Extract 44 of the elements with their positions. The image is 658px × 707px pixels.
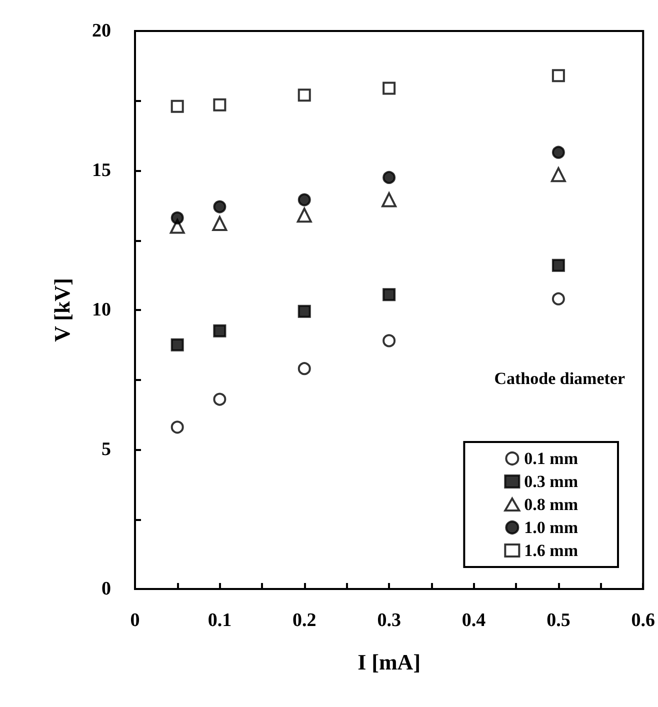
point xyxy=(212,216,228,232)
point xyxy=(170,420,184,434)
x-tick-label: 0.4 xyxy=(462,610,486,631)
legend-label: 0.8 mm xyxy=(524,495,578,514)
legend-title: Cathode diameter xyxy=(494,369,626,388)
point xyxy=(213,392,226,406)
x-tick-label: 0.1 xyxy=(208,610,232,631)
point xyxy=(170,100,184,113)
x-tick-label: 0.2 xyxy=(292,610,316,631)
point xyxy=(170,338,184,352)
point xyxy=(552,258,565,272)
legend-label: 1.0 mm xyxy=(524,518,578,537)
point xyxy=(298,304,311,318)
point xyxy=(382,82,396,95)
x-tick-label: 0.6 xyxy=(631,610,655,631)
point xyxy=(298,193,311,206)
point xyxy=(552,146,565,159)
point xyxy=(213,324,226,338)
point xyxy=(552,292,565,306)
point xyxy=(213,98,226,112)
x-axis-title: I [mA] xyxy=(358,650,421,674)
point xyxy=(298,362,311,376)
point xyxy=(550,167,566,182)
point xyxy=(170,211,184,224)
point xyxy=(382,192,397,208)
point xyxy=(382,334,396,348)
legend-label: 0.1 mm xyxy=(524,449,578,468)
point xyxy=(213,200,226,214)
legend-label: 1.6 mm xyxy=(524,541,578,560)
point xyxy=(298,88,311,102)
y-axis-title: V [kV] xyxy=(50,278,74,342)
x-tick-label: 0.5 xyxy=(546,610,570,631)
legend-label: 0.3 mm xyxy=(524,472,578,491)
point xyxy=(552,69,565,82)
y-tick-label: 5 xyxy=(102,439,111,460)
y-tick-label: 10 xyxy=(92,300,111,320)
point xyxy=(382,170,396,184)
point xyxy=(382,288,396,302)
x-tick-label: 0 xyxy=(130,610,140,631)
y-tick-label: 20 xyxy=(92,20,111,42)
x-tick-label: 0.3 xyxy=(377,610,401,631)
y-tick-label: 15 xyxy=(92,160,111,181)
point xyxy=(296,208,312,223)
y-tick-label: 0 xyxy=(102,578,111,600)
